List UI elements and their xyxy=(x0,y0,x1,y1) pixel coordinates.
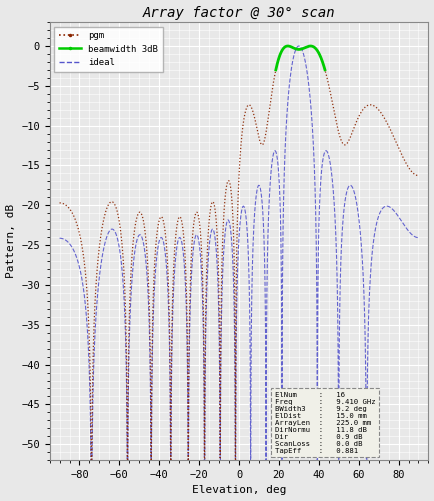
Legend: pgm, beamwidth 3dB, ideal: pgm, beamwidth 3dB, ideal xyxy=(54,27,163,72)
Title: Array factor @ 30° scan: Array factor @ 30° scan xyxy=(143,6,335,20)
Text: ElNum     :   16
Freq      :   9.410 GHz
BWidth3   :   9.2 deg
ElDist    :   15.: ElNum : 16 Freq : 9.410 GHz BWidth3 : 9.… xyxy=(275,392,376,453)
X-axis label: Elevation, deg: Elevation, deg xyxy=(192,485,286,495)
Y-axis label: Pattern, dB: Pattern, dB xyxy=(6,204,16,278)
